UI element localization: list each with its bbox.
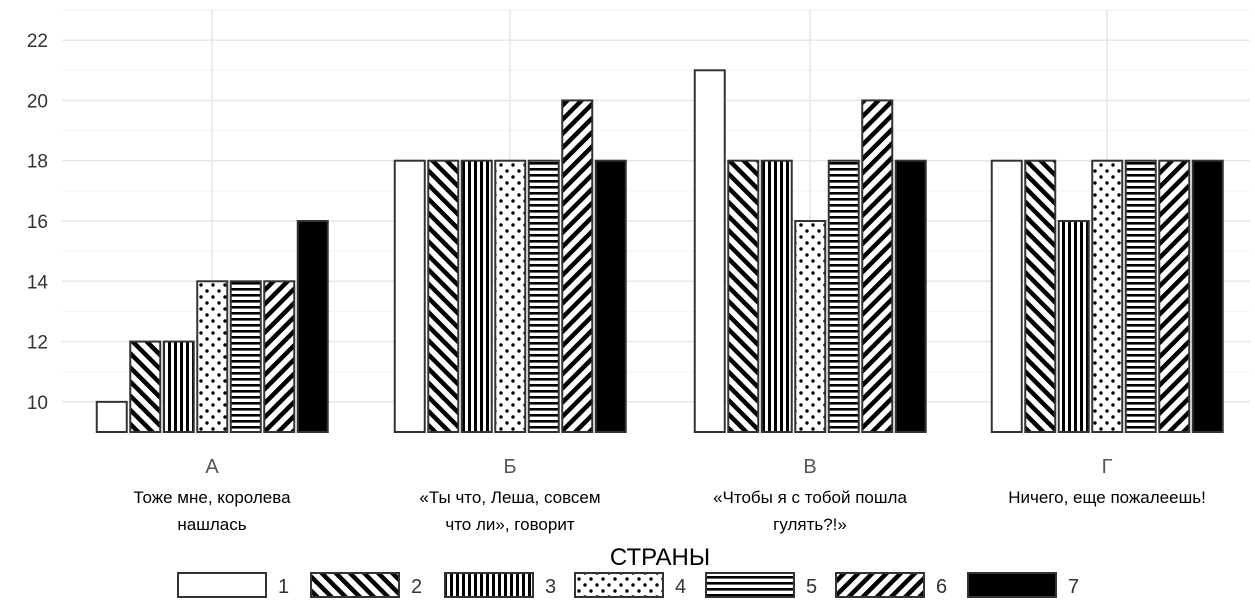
y-axis-ticks: 10 12 14 16 18 20 22 — [27, 31, 49, 414]
bar-В-series-5 — [827, 159, 860, 433]
y-tick-label: 14 — [27, 272, 49, 293]
legend: 1 2 3 4 5 6 7 — [177, 572, 1079, 598]
legend-swatch-7 — [967, 572, 1057, 598]
legend-swatch-4 — [574, 572, 664, 598]
bar-Б-series-6 — [561, 99, 594, 434]
bars — [95, 69, 1224, 434]
bar-В-series-2 — [727, 159, 760, 433]
legend-label: 5 — [806, 576, 817, 598]
bar-Г-series-4 — [1091, 159, 1124, 433]
x-tick-label: Г — [1102, 456, 1113, 478]
bar-Г-series-2 — [1024, 159, 1057, 433]
category-caption: «Ты что, Леша, совсем — [419, 488, 600, 507]
x-tick-label: А — [205, 456, 219, 478]
legend-label: 6 — [936, 576, 947, 598]
legend-swatch-5 — [705, 572, 795, 598]
category-caption: нашлась — [177, 515, 246, 534]
bar-Б-series-2 — [427, 159, 460, 433]
bar-А-series-1 — [95, 400, 128, 434]
legend-label: 7 — [1068, 576, 1079, 598]
x-tick-label: В — [803, 456, 816, 478]
bar-В-series-3 — [760, 159, 793, 433]
legend-label: 1 — [278, 576, 289, 598]
legend-label: 2 — [411, 576, 422, 598]
category-caption: гулять?!» — [773, 515, 847, 534]
legend-swatch-1 — [177, 572, 267, 598]
bar-В-series-6 — [861, 99, 894, 434]
bar-А-series-2 — [129, 340, 162, 434]
y-tick-label: 18 — [27, 152, 48, 173]
y-tick-label: 10 — [27, 393, 48, 414]
legend-label: 4 — [675, 576, 686, 598]
legend-label: 3 — [545, 576, 556, 598]
category-caption: «Чтобы я с тобой пошла — [713, 488, 907, 507]
legend-swatch-3 — [444, 572, 534, 598]
bar-Г-series-1 — [990, 159, 1023, 433]
bar-Б-series-5 — [527, 159, 560, 433]
bar-Г-series-6 — [1158, 159, 1191, 433]
legend-swatch-2 — [310, 572, 400, 598]
bar-Б-series-4 — [494, 159, 527, 433]
y-tick-label: 12 — [27, 333, 48, 354]
x-axis-labels: А Тоже мне, королева нашлась Б «Ты что, Леша… — [133, 456, 1205, 534]
y-tick-label: 20 — [27, 91, 48, 112]
bar-Г-series-7 — [1191, 159, 1224, 433]
bar-А-series-3 — [162, 340, 195, 434]
bar-А-series-4 — [196, 280, 229, 433]
x-tick-label: Б — [503, 456, 516, 478]
legend-title: СТРАНЫ — [610, 544, 710, 571]
bar-А-series-7 — [296, 220, 329, 433]
bar-Г-series-3 — [1057, 220, 1090, 433]
y-tick-label: 16 — [27, 212, 48, 233]
category-caption: что ли», говорит — [445, 515, 574, 534]
bar-В-series-4 — [794, 220, 827, 433]
bar-А-series-5 — [229, 280, 262, 433]
bar-В-series-1 — [693, 69, 726, 434]
category-caption: Тоже мне, королева — [133, 488, 291, 507]
bar-Б-series-7 — [594, 159, 627, 433]
category-caption: Ничего, еще пожалеешь! — [1008, 488, 1206, 507]
y-tick-label: 22 — [27, 31, 48, 52]
legend-swatch-6 — [835, 572, 925, 598]
bar-Б-series-3 — [460, 159, 493, 433]
bar-В-series-7 — [894, 159, 927, 433]
bar-Г-series-5 — [1124, 159, 1157, 433]
bar-Б-series-1 — [393, 159, 426, 433]
bar-А-series-6 — [263, 280, 296, 433]
